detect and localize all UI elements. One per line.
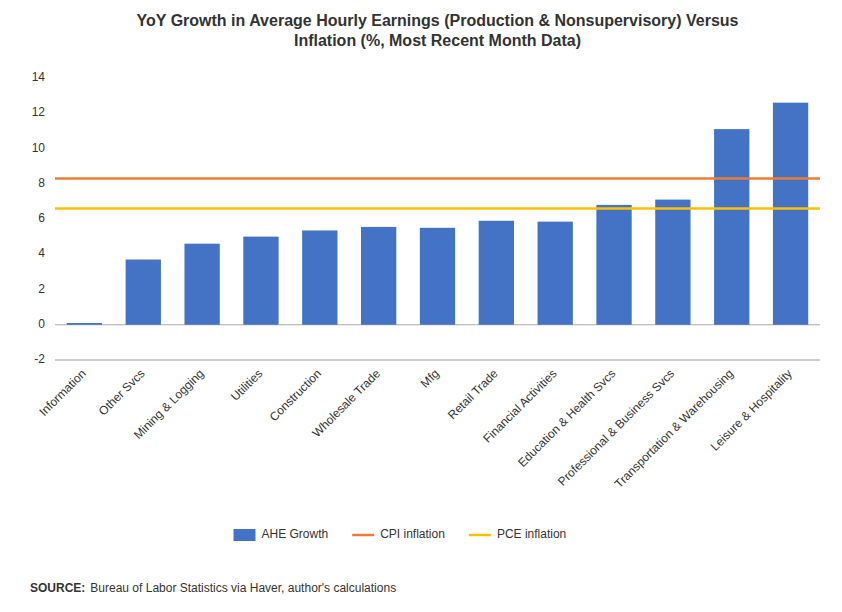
x-tick-label: Professional & Business Svcs <box>555 366 677 488</box>
y-tick-label: 12 <box>32 105 46 119</box>
x-tick-label: Transportation & Warehousing <box>612 366 736 490</box>
legend-swatch <box>469 534 491 537</box>
y-tick-label: 4 <box>38 246 45 260</box>
y-tick-label: 2 <box>38 282 45 296</box>
x-tick-label: Retail Trade <box>445 366 501 422</box>
bar <box>67 323 102 325</box>
bar <box>714 129 749 325</box>
title-line: Inflation (%, Most Recent Month Data) <box>294 32 581 49</box>
legend-swatch <box>352 534 374 537</box>
x-tick-label: Information <box>36 366 88 418</box>
bar <box>361 227 396 325</box>
x-tick-label: Mining & Logging <box>131 366 206 441</box>
reference-line <box>55 177 820 180</box>
bar <box>596 205 631 325</box>
bar <box>126 260 161 325</box>
x-tick-label: Construction <box>267 366 325 424</box>
legend-label: PCE inflation <box>497 527 566 541</box>
y-tick-label: 10 <box>32 141 46 155</box>
bar <box>655 200 690 325</box>
chart: YoY Growth in Average Hourly Earnings (P… <box>0 0 842 612</box>
source-text: Bureau of Labor Statistics via Haver, au… <box>90 581 396 595</box>
source-label: SOURCE: <box>30 581 85 595</box>
x-tick-label: Utilities <box>228 366 265 403</box>
y-tick-label: 8 <box>38 176 45 190</box>
x-tick-label: Other Svcs <box>96 366 148 418</box>
bar <box>420 228 455 325</box>
background <box>0 0 842 612</box>
bar <box>479 221 514 325</box>
y-tick-label: 14 <box>32 70 46 84</box>
x-tick-label: Wholesale Trade <box>309 366 383 440</box>
title-line: YoY Growth in Average Hourly Earnings (P… <box>137 12 739 29</box>
legend: AHE Growth CPI inflation PCE inflation <box>234 527 567 541</box>
reference-line <box>55 207 820 210</box>
x-tick-label: Mfg <box>418 366 442 390</box>
y-tick-label: 0 <box>38 317 45 331</box>
x-tick-label: Education & Health Svcs <box>515 366 618 469</box>
plot-marks <box>55 103 820 325</box>
source: SOURCE: Bureau of Labor Statistics via Ha… <box>30 581 396 595</box>
bar <box>184 244 219 325</box>
y-tick-label: 6 <box>38 211 45 225</box>
bar <box>773 103 808 325</box>
bar <box>302 230 337 324</box>
title: YoY Growth in Average Hourly Earnings (P… <box>137 12 739 49</box>
y-tick-label: -2 <box>34 352 45 366</box>
legend-label: AHE Growth <box>262 527 329 541</box>
bar <box>243 237 278 325</box>
legend-swatch <box>234 529 256 541</box>
x-axis-line <box>55 360 820 361</box>
x-tick-label: Leisure & Hospitality <box>708 366 795 453</box>
bar <box>538 222 573 325</box>
legend-label: CPI inflation <box>380 527 445 541</box>
